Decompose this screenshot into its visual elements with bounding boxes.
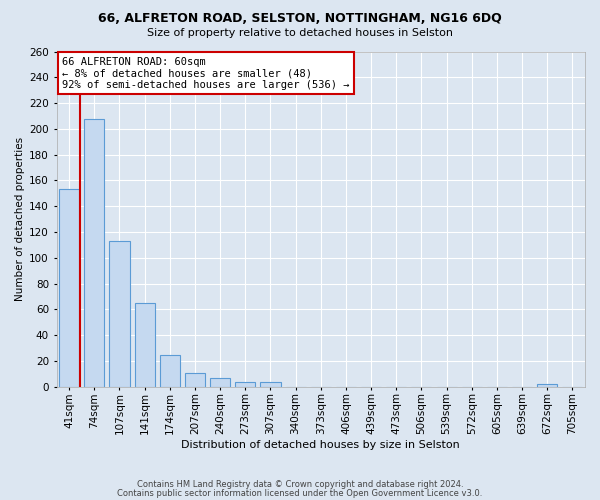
Bar: [109, 241, 130, 387]
Bar: [235, 382, 256, 387]
X-axis label: Distribution of detached houses by size in Selston: Distribution of detached houses by size …: [181, 440, 460, 450]
Bar: [210, 378, 230, 387]
Bar: [59, 190, 79, 387]
Bar: [537, 384, 557, 387]
Text: 66, ALFRETON ROAD, SELSTON, NOTTINGHAM, NG16 6DQ: 66, ALFRETON ROAD, SELSTON, NOTTINGHAM, …: [98, 12, 502, 26]
Text: Size of property relative to detached houses in Selston: Size of property relative to detached ho…: [147, 28, 453, 38]
Bar: [160, 354, 180, 387]
Bar: [84, 118, 104, 387]
Text: Contains public sector information licensed under the Open Government Licence v3: Contains public sector information licen…: [118, 489, 482, 498]
Bar: [260, 382, 281, 387]
Text: Contains HM Land Registry data © Crown copyright and database right 2024.: Contains HM Land Registry data © Crown c…: [137, 480, 463, 489]
Y-axis label: Number of detached properties: Number of detached properties: [15, 137, 25, 301]
Bar: [134, 303, 155, 387]
Text: 66 ALFRETON ROAD: 60sqm
← 8% of detached houses are smaller (48)
92% of semi-det: 66 ALFRETON ROAD: 60sqm ← 8% of detached…: [62, 56, 349, 90]
Bar: [185, 372, 205, 387]
